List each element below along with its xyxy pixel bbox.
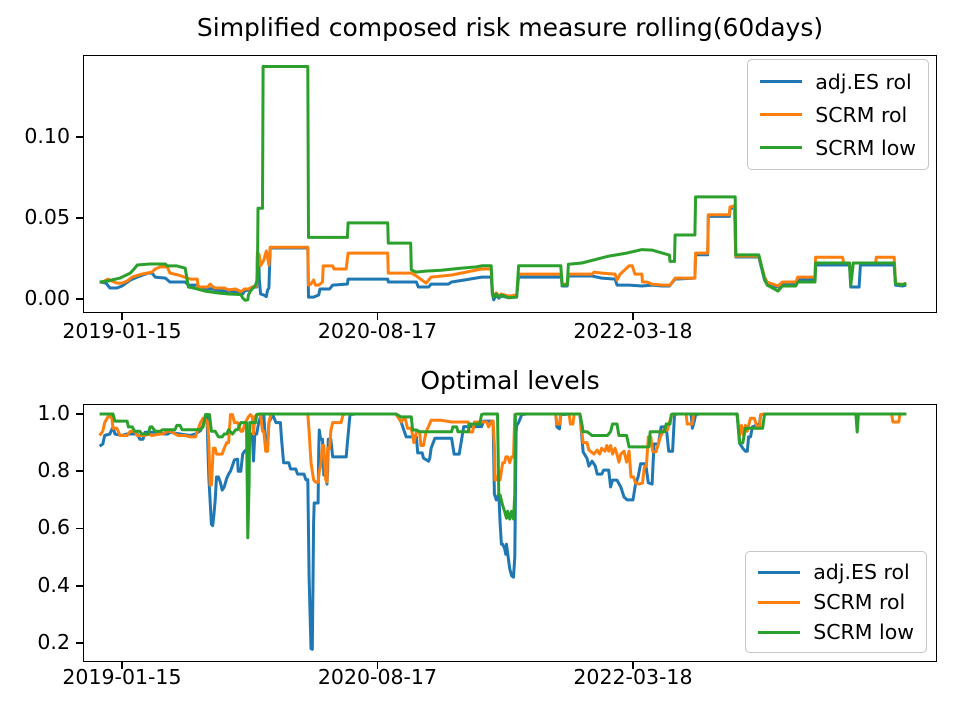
y-tick-label: 0.6 (37, 515, 70, 540)
y-tick-mark (76, 217, 83, 219)
chart-title-optimal-levels: Optimal levels (420, 366, 600, 395)
legend-label: adj.ES rol (815, 69, 912, 94)
y-tick-mark (76, 470, 83, 473)
legend-line-sample (760, 113, 803, 116)
y-tick-label: 0.4 (37, 572, 70, 597)
x-tick-mark (376, 313, 379, 320)
x-tick-label: 2019-01-15 (62, 319, 182, 343)
y-tick-label: 0.10 (24, 123, 70, 148)
legend-label: SCRM low (815, 135, 916, 160)
legend-label: SCRM low (813, 620, 914, 644)
y-tick-label: 0.05 (24, 204, 70, 229)
plot-area (98, 412, 907, 651)
legend-label: SCRM rol (813, 590, 906, 614)
y-tick-mark (76, 413, 83, 415)
x-tick-mark (121, 662, 123, 669)
legend-label: adj.ES rol (813, 560, 910, 584)
y-tick-label: 0.00 (24, 286, 70, 310)
y-tick-label: 1.0 (37, 400, 70, 425)
series-line-scrm-low (99, 65, 907, 302)
legend-line-sample (760, 80, 803, 83)
x-tick-mark (632, 662, 634, 669)
legend-entry-scrm-rol: SCRM rol (758, 587, 914, 617)
x-tick-label: 2020-08-17 (317, 665, 438, 689)
y-tick-mark (76, 642, 83, 644)
legend-label: SCRM rol (815, 102, 908, 127)
x-tick-label: 2019-01-15 (62, 665, 182, 689)
legend: adj.ES rol SCRM rol SCRM low (747, 59, 929, 170)
legend-entry-scrm-rol: SCRM rol (760, 98, 916, 131)
legend-entry-scrm-low: SCRM low (760, 131, 916, 164)
y-tick-mark (76, 527, 83, 530)
legend-line-sample (760, 146, 803, 149)
legend-line-sample (758, 600, 801, 604)
legend: adj.ES rol SCRM rol SCRM low (745, 551, 927, 653)
x-tick-label: 2020-08-17 (317, 319, 438, 343)
y-tick-mark (76, 136, 83, 138)
y-tick-mark (76, 584, 83, 587)
legend-entry-adj-es-rol: adj.ES rol (760, 65, 916, 98)
x-tick-label: 2022-03-18 (573, 319, 693, 343)
x-tick-mark (121, 313, 123, 320)
legend-line-sample (758, 630, 801, 634)
x-tick-mark (632, 313, 634, 320)
legend-entry-scrm-low: SCRM low (758, 617, 914, 647)
y-tick-label: 0.2 (37, 629, 70, 654)
series-line-scrm-rol (98, 412, 907, 487)
y-tick-mark (76, 298, 83, 300)
x-tick-mark (376, 662, 379, 669)
series-line-scrm-low (99, 412, 907, 540)
legend-line-sample (758, 570, 801, 574)
x-tick-label: 2022-03-18 (573, 665, 693, 689)
plot-area (99, 65, 907, 302)
chart-title-risk-measure: Simplified composed risk measure rolling… (196, 13, 824, 42)
legend-entry-adj-es-rol: adj.ES rol (758, 557, 914, 587)
y-tick-label: 0.8 (37, 458, 70, 483)
